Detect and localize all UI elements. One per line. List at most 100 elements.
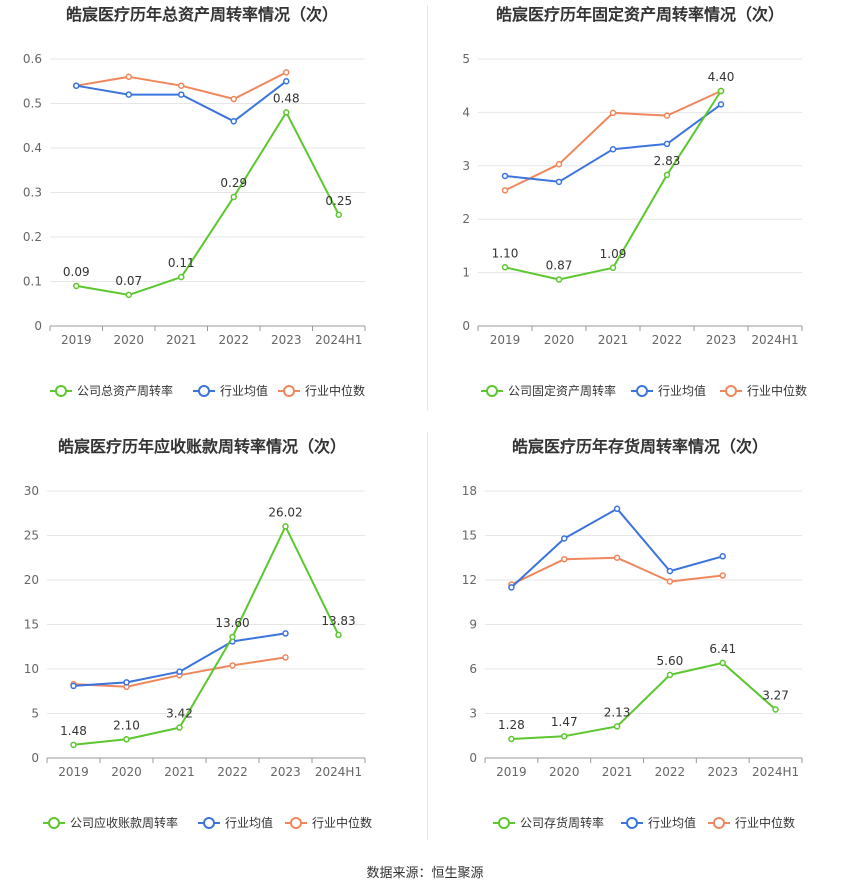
industry-average-series-point [609,145,617,153]
y-tick-label: 30 [24,484,39,498]
y-tick-label: 2 [462,212,470,226]
chart-receivables-turnover: 皓宸医疗历年应收账款周转率情况（次） 0 5 10 15 20 25 30 2019 2020 20… [24,437,372,830]
y-tick-label: 6 [469,662,477,676]
x-tick-label: 2022 [217,765,248,779]
legend-swatch-marker [636,385,648,397]
data-label: 4.40 [708,70,735,84]
x-tick-label: 2022 [652,333,683,347]
chart-title: 皓宸医疗历年存货周转率情况（次） [512,437,768,456]
company-series-line [76,111,340,296]
x-tick-label: 2019 [58,765,89,779]
x-tick-label: 2020 [111,765,142,779]
data-label: 26.02 [268,505,302,519]
y-tick-label: 3 [469,707,477,721]
data-label: 5.60 [657,654,684,668]
x-tick-label: 2022 [655,765,686,779]
y-tick-label: 0 [34,319,42,333]
industry-median-series-point [666,578,674,585]
y-tick-label: 0 [469,751,477,765]
chart-inventory-turnover: 皓宸医疗历年存货周转率情况（次） 0 3 6 9 12 15 18 2019 2020 2021 20… [462,437,803,830]
x-tick-label: 2023 [706,333,737,347]
legend-swatch-marker [626,817,638,829]
industry-median-series-point [230,95,237,103]
company-series-line [73,525,340,746]
y-tick-label: 15 [462,529,477,543]
x-tick-label: 2023 [271,333,302,347]
chart-total-asset-turnover: 皓宸医疗历年总资产周转率情况（次） 0 0.1 0.2 0.3 0.4 0.5 0.6 2019… [23,5,366,398]
company-series-point [230,193,237,201]
company-series-point [663,171,671,179]
y-tick-label: 0.1 [23,275,42,289]
data-label: 13.60 [215,616,249,630]
industry-median-series-point [229,662,236,669]
x-tick-label: 2020 [113,333,144,347]
x-tick-label: 2019 [490,333,521,347]
industry-median-series-point [561,555,568,563]
legend-label: 行业均值 [658,383,706,398]
industry-average-series-point [70,682,77,690]
legend-item: 行业中位数 [720,383,807,398]
legend-item: 行业均值 [198,815,273,830]
data-label: 2.83 [654,154,681,168]
industry-average-series-point [230,118,237,125]
x-tick-label: 2024H1 [752,765,799,779]
y-tick-label: 12 [462,573,477,587]
legend-swatch-marker [48,817,60,829]
data-label: 0.29 [220,176,247,190]
legend-label: 公司固定资产周转率 [508,383,616,398]
y-tick-label: 5 [31,707,39,721]
data-label: 1.47 [551,715,578,729]
company-series-point [555,276,563,283]
y-tick-label: 4 [462,105,470,119]
y-tick-label: 0.2 [23,230,42,244]
y-tick-label: 25 [24,529,39,543]
company-series-point [282,523,289,530]
legend-item: 行业中位数 [285,815,372,830]
legend-item: 公司存货周转率 [493,815,604,830]
chart-panel-receivables-turnover: 皓宸医疗历年应收账款周转率情况（次） 0 5 10 15 20 25 30 2019 2020 20… [0,432,425,857]
legend-label: 公司存货周转率 [520,815,604,830]
industry-median-series-point [282,654,289,661]
y-tick-label: 0.6 [23,52,42,66]
x-tick-label: 2024H1 [315,765,362,779]
legend-item: 公司总资产周转率 [50,383,173,398]
legend-label: 行业均值 [648,815,696,830]
data-label: 0.48 [273,91,300,105]
industry-average-series-point [283,78,290,85]
chart-fixed-asset-turnover: 皓宸医疗历年固定资产周转率情况（次） 0 1 2 3 4 5 2019 2020 2021 2022… [462,5,807,398]
y-tick-label: 0.4 [23,141,42,155]
data-label: 0.25 [325,194,352,208]
data-label: 13.83 [321,614,355,628]
industry-median-series-point [501,187,509,194]
data-label: 2.10 [113,718,140,732]
industry-average-series-point [178,91,185,98]
data-label: 0.09 [63,265,90,279]
company-series-point [229,633,236,641]
industry-median-series-point [663,112,671,119]
data-label: 6.41 [709,642,736,656]
legend-swatch-marker [198,385,210,397]
chart-panel-total-asset-turnover: 皓宸医疗历年总资产周转率情况（次） 0 0.1 0.2 0.3 0.4 0.5 0.6 2019… [0,0,425,425]
industry-median-series-point [125,73,132,81]
chart-title: 皓宸医疗历年总资产周转率情况（次） [66,5,338,24]
industry-average-series-point [176,668,183,675]
industry-median-series-point [613,554,621,561]
industry-median-series-point [719,572,726,579]
company-series-point [666,671,674,679]
legend-item: 行业中位数 [708,815,795,830]
legend-swatch-marker [283,385,295,397]
x-tick-label: 2019 [496,765,527,779]
panel-divider [427,432,428,840]
chart-panel-fixed-asset-turnover: 皓宸医疗历年固定资产周转率情况（次） 0 1 2 3 4 5 2019 2020 2021 2022… [428,0,850,425]
industry-median-series-point [283,69,290,76]
legend-item: 行业均值 [193,383,268,398]
x-tick-label: 2024H1 [751,333,798,347]
industry-average-series-point [663,140,671,148]
company-series-point [176,724,183,731]
y-tick-label: 1 [462,266,470,280]
company-series-point [125,291,132,299]
legend-item: 公司固定资产周转率 [481,383,616,398]
y-tick-label: 0.5 [23,97,42,111]
industry-median-series-point [555,160,563,168]
y-tick-label: 5 [462,52,470,66]
